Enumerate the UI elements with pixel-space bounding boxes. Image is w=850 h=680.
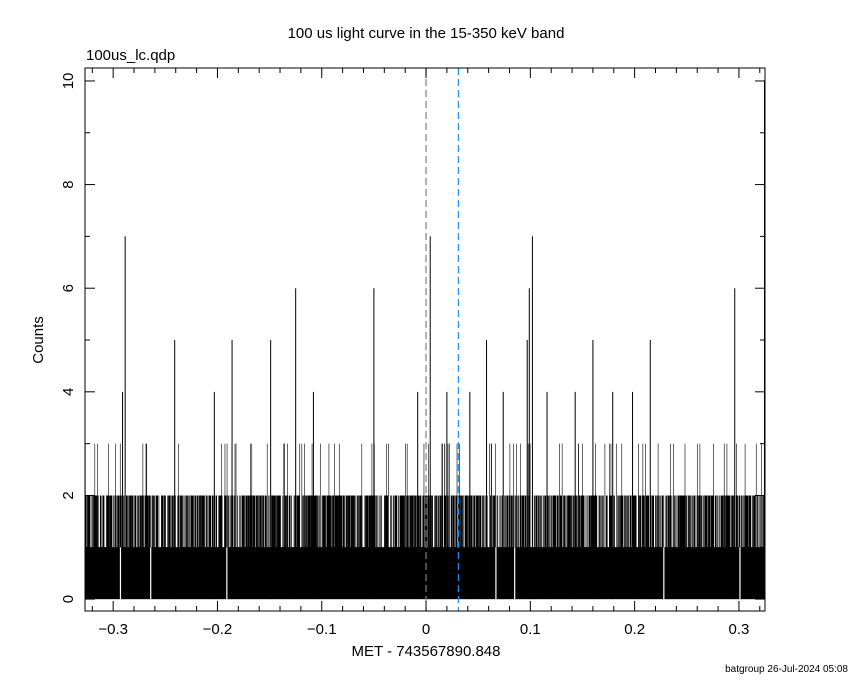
axes: −0.3 −0.2 −0.1 0 0.1 0.2 0.3 0 2 4 6 8 10 xyxy=(60,67,766,638)
y-tick-label: 4 xyxy=(60,388,77,396)
x-tick-label: −0.3 xyxy=(98,621,128,638)
file-label: 100us_lc.qdp xyxy=(86,47,175,64)
plot-frame xyxy=(84,67,766,612)
x-tick-label: 0.3 xyxy=(728,621,749,638)
y-axis-label: Counts xyxy=(30,316,47,364)
chart-title: 100 us light curve in the 15-350 keV ban… xyxy=(288,25,565,42)
y-tick-label: 10 xyxy=(60,73,77,90)
histogram-bins xyxy=(84,80,766,600)
x-tick-label: −0.2 xyxy=(203,621,233,638)
x-tick-label: 0.2 xyxy=(624,621,645,638)
y-tick-label: 6 xyxy=(60,284,77,292)
y-tick-label: 2 xyxy=(60,491,77,499)
base-fill xyxy=(85,547,765,600)
x-axis-label: MET - 743567890.848 xyxy=(352,643,501,660)
footer-label: batgroup 26-Jul-2024 05:08 xyxy=(725,664,848,675)
x-tick-label: 0.1 xyxy=(520,621,541,638)
reference-lines xyxy=(425,68,459,611)
y-tick-label: 0 xyxy=(60,595,77,603)
y-tick-label: 8 xyxy=(60,180,77,188)
x-tick-label: 0 xyxy=(422,621,430,638)
x-tick-label: −0.1 xyxy=(307,621,337,638)
